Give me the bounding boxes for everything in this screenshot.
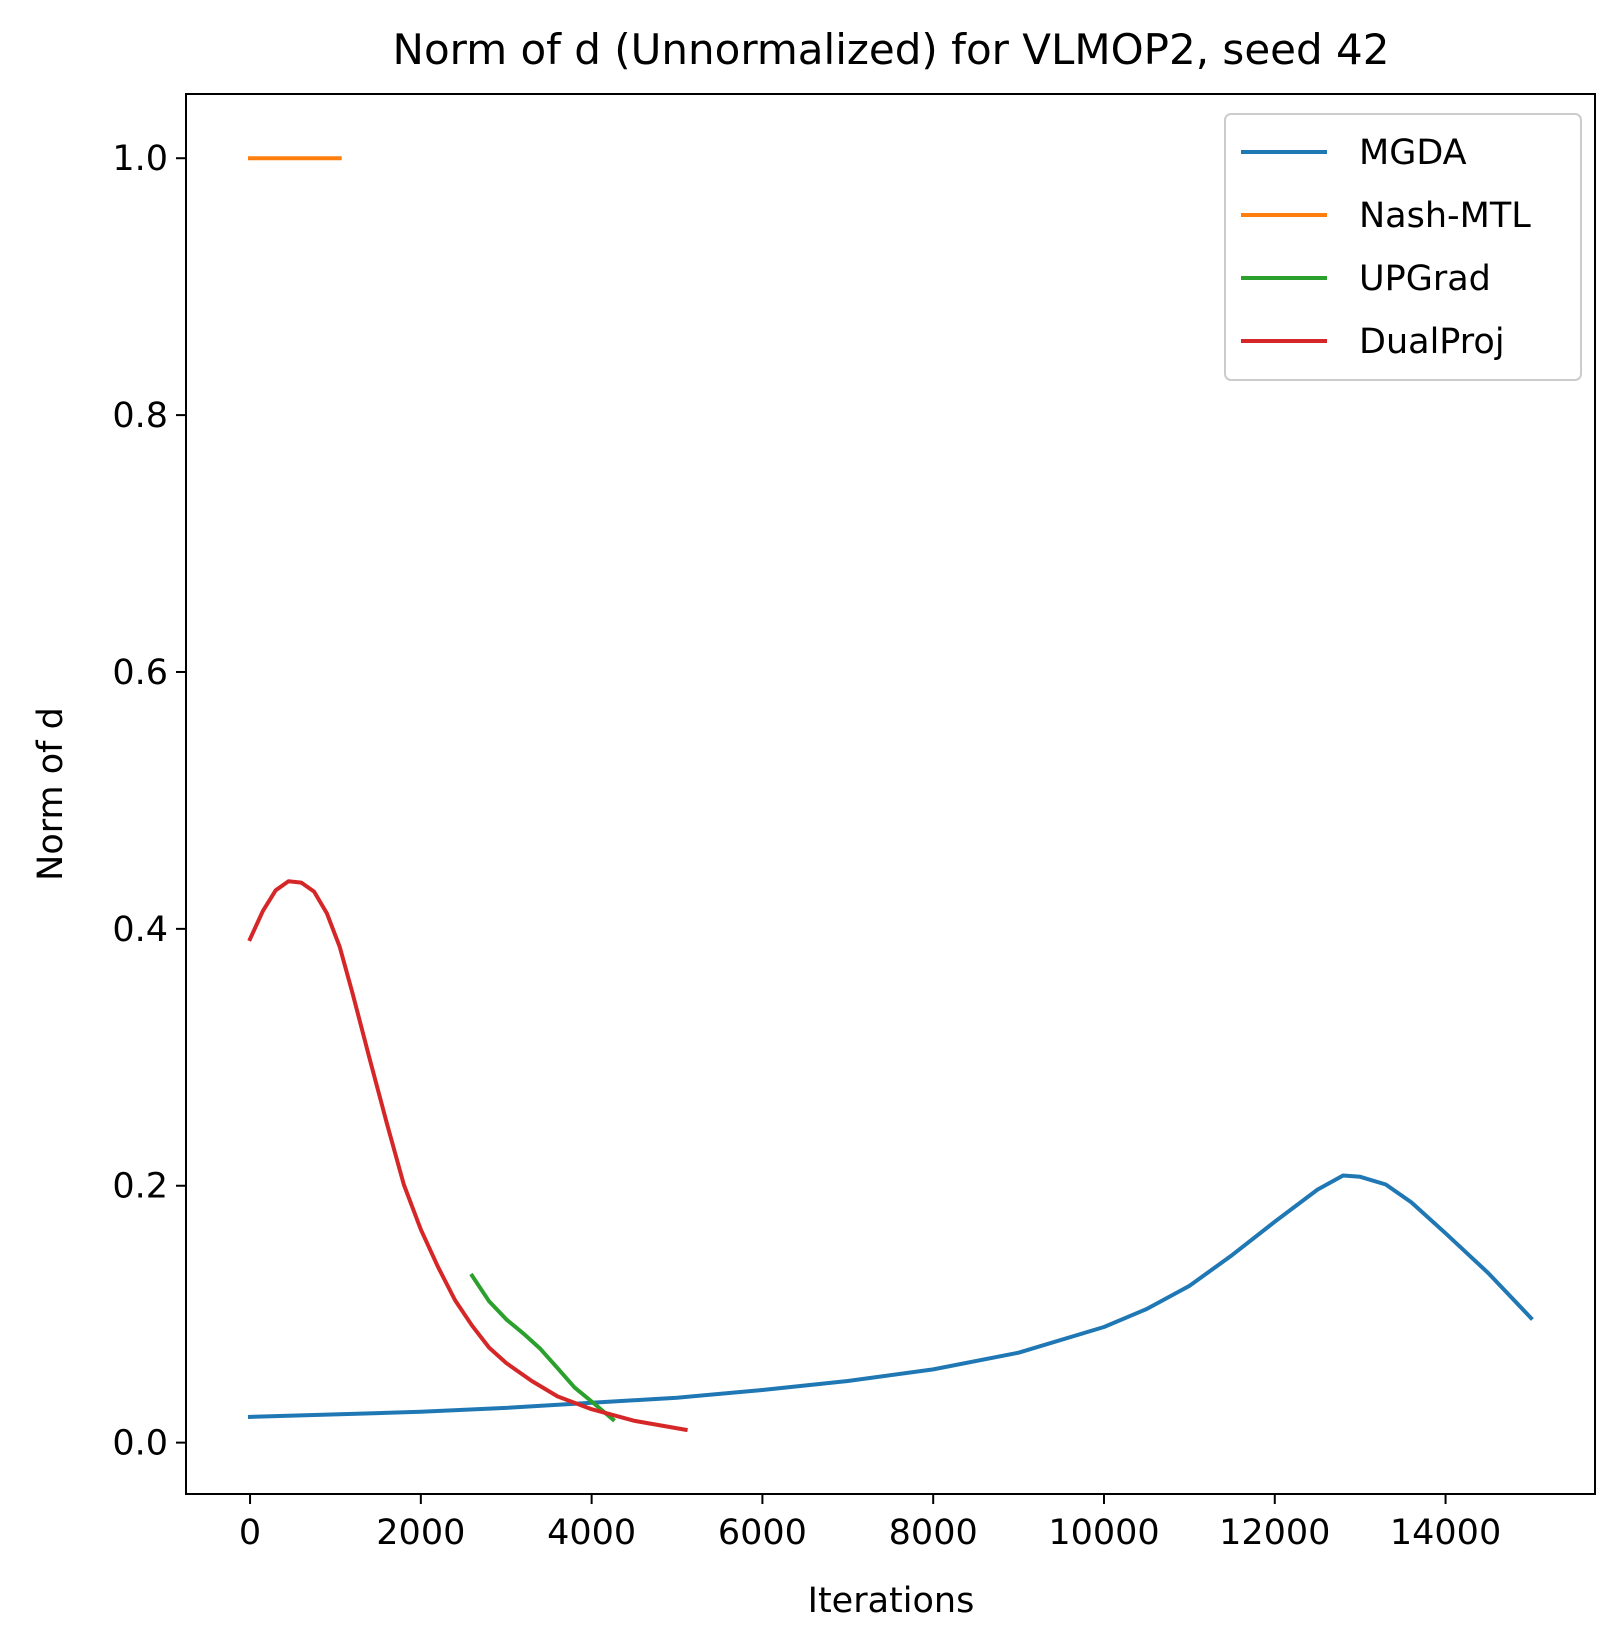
y-tick-label: 0.0 <box>112 1424 168 1464</box>
x-axis: 0 2000 4000 6000 8000 10000 12000 14000 <box>239 1494 1501 1553</box>
y-tick-label: 0.2 <box>112 1167 168 1207</box>
x-tick-label: 10000 <box>1048 1513 1159 1553</box>
plot-area <box>185 93 1596 1495</box>
y-tick-label: 0.6 <box>112 653 168 693</box>
x-tick-label: 2000 <box>376 1513 465 1553</box>
x-tick-label: 8000 <box>889 1513 978 1553</box>
y-tick-label: 1.0 <box>112 139 168 179</box>
legend-label: Nash-MTL <box>1359 196 1531 236</box>
x-tick-label: 6000 <box>718 1513 807 1553</box>
y-tick-label: 0.8 <box>112 396 168 436</box>
legend: MGDA Nash-MTL UPGrad DualProj <box>1224 113 1582 381</box>
x-tick-label: 0 <box>239 1513 261 1553</box>
y-axis: 0.0 0.2 0.4 0.6 0.8 1.0 <box>112 139 186 1464</box>
x-axis-label: Iterations <box>808 1581 975 1621</box>
x-tick-label: 12000 <box>1219 1513 1330 1553</box>
chart-title: Norm of d (Unnormalized) for VLMOP2, see… <box>393 25 1390 74</box>
series-line-mgda <box>247 1173 1534 1419</box>
series-line-upgrad <box>469 1272 616 1423</box>
y-axis-label: Norm of d <box>31 707 71 881</box>
legend-box <box>1224 113 1582 381</box>
y-tick-label: 0.4 <box>112 910 168 950</box>
series-line-dualproj <box>247 879 688 1433</box>
plot-frame <box>185 93 1596 1495</box>
x-tick-label: 4000 <box>547 1513 636 1553</box>
legend-label: MGDA <box>1359 133 1467 173</box>
legend-label: UPGrad <box>1359 259 1491 299</box>
legend-label: DualProj <box>1359 322 1505 362</box>
x-tick-label: 14000 <box>1390 1513 1501 1553</box>
series-layer <box>247 156 1534 1433</box>
